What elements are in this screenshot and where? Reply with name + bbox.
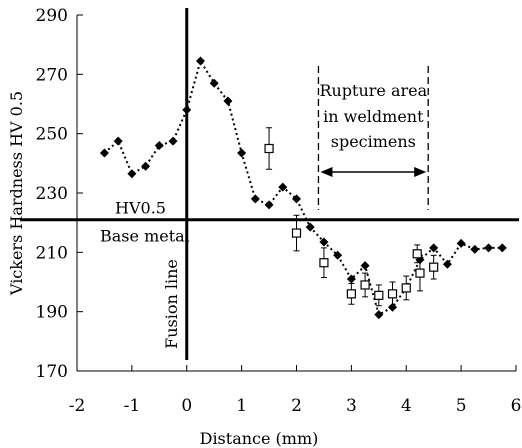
data-point-diamond xyxy=(292,194,301,204)
x-axis-label: Distance (mm) xyxy=(200,429,319,448)
x-ticks: -2 -1 0 1 2 3 4 5 6 xyxy=(69,365,522,416)
data-point-diamond xyxy=(209,78,219,88)
data-point-square xyxy=(429,262,439,272)
y-ticks: 170 190 210 230 250 270 290 xyxy=(36,6,83,382)
rupture-arrowhead-right xyxy=(414,167,427,177)
x-tick-label: 1 xyxy=(236,396,247,416)
data-point-diamond xyxy=(456,238,466,248)
data-point-diamond xyxy=(195,56,205,66)
x-tick-label: 2 xyxy=(291,396,302,416)
y-tick-label: 230 xyxy=(36,184,68,204)
data-point-square xyxy=(374,290,384,300)
y-tick-label: 290 xyxy=(36,6,68,26)
data-point-diamond xyxy=(442,259,452,269)
fusion-line-label: Fusion line xyxy=(162,259,181,349)
y-tick-label: 270 xyxy=(36,65,68,85)
data-point-diamond xyxy=(154,141,164,151)
y-axis-label: Vickers Hardness HV 0.5 xyxy=(7,91,26,296)
x-tick-label: 4 xyxy=(401,396,412,416)
y-tick-label: 250 xyxy=(36,125,68,145)
data-point-diamond xyxy=(470,244,480,254)
data-point-diamond xyxy=(374,310,384,320)
x-tick-label: 5 xyxy=(456,396,467,416)
y-tick-label: 210 xyxy=(36,243,68,263)
hv-label: HV0.5 xyxy=(115,199,166,218)
data-point-diamond xyxy=(388,302,398,312)
data-point-diamond xyxy=(113,136,123,146)
y-tick-label: 170 xyxy=(36,362,68,382)
data-point-diamond xyxy=(141,161,151,171)
x-tick-label: 3 xyxy=(346,396,357,416)
rupture-area-annotation: Rupture area in weldment specimens xyxy=(317,66,429,210)
data-point-diamond xyxy=(250,194,260,204)
data-series xyxy=(99,56,507,320)
data-point-square xyxy=(412,249,422,259)
x-tick-label: 6 xyxy=(511,396,522,416)
data-point-diamond xyxy=(497,243,507,253)
data-point-diamond xyxy=(319,237,329,247)
rupture-label-line-2: in weldment xyxy=(323,107,424,126)
axes: 170 190 210 230 250 270 290 -2 -1 0 1 2 3 4 5 6 xyxy=(36,6,522,416)
base-metal-label: Base metal xyxy=(100,227,190,246)
rupture-label-line-1: Rupture area xyxy=(319,81,427,100)
data-point-diamond xyxy=(237,148,247,158)
data-point-square xyxy=(319,258,329,268)
data-point-square xyxy=(415,268,425,278)
data-point-diamond xyxy=(305,222,315,232)
x-tick-label: -1 xyxy=(124,396,141,416)
x-tick-label: 0 xyxy=(181,396,192,416)
rupture-label-line-3: specimens xyxy=(331,132,416,151)
data-point-diamond xyxy=(182,105,192,115)
data-point-square xyxy=(291,228,302,238)
reference-lines: Fusion line HV0.5 Base metal xyxy=(20,8,519,360)
data-point-diamond xyxy=(99,148,109,158)
y-tick-label: 190 xyxy=(36,303,68,323)
data-point-square xyxy=(360,280,370,290)
data-point-square xyxy=(264,143,274,154)
data-point-square xyxy=(346,289,356,299)
data-point-diamond xyxy=(223,96,233,106)
data-point-diamond xyxy=(168,136,178,146)
x-tick-label: -2 xyxy=(69,396,86,416)
data-point-diamond xyxy=(346,274,356,284)
data-point-diamond xyxy=(333,250,343,260)
rupture-arrowhead-left xyxy=(320,167,333,177)
data-point-diamond xyxy=(429,243,439,253)
data-point-diamond xyxy=(484,243,494,253)
data-point-diamond xyxy=(127,169,137,179)
data-point-square xyxy=(387,289,398,299)
data-point-diamond xyxy=(360,261,370,271)
data-point-square xyxy=(401,283,411,293)
data-point-diamond xyxy=(264,200,274,210)
data-point-diamond xyxy=(278,182,288,192)
